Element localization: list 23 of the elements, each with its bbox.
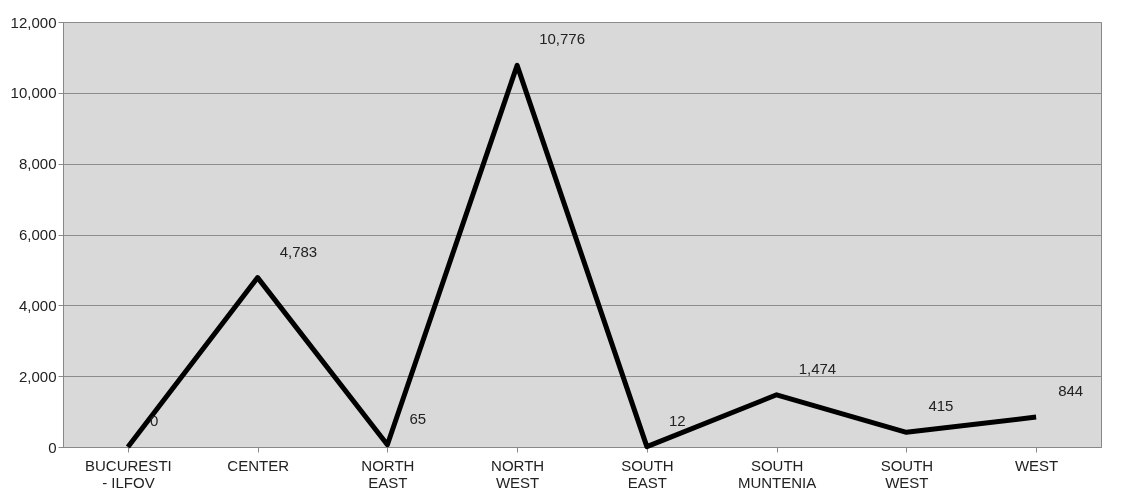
y-tick-label: 0 xyxy=(48,438,57,456)
y-tick-label: 6,000 xyxy=(18,226,57,243)
data-label: 65 xyxy=(409,409,427,427)
x-tick-label: BUCURESTI - ILFOV xyxy=(85,456,172,491)
x-tick-label: NORTH WEST xyxy=(491,456,545,491)
y-tick-label: 4,000 xyxy=(18,296,57,314)
data-label: 4,783 xyxy=(279,242,318,260)
data-label: 415 xyxy=(928,397,954,415)
x-tick-label: SOUTH MUNTENIA xyxy=(737,456,817,491)
data-label: 10,776 xyxy=(539,30,586,48)
x-tick-label: CENTER xyxy=(227,456,290,474)
data-label: 0 xyxy=(149,412,159,429)
data-label: 844 xyxy=(1058,382,1084,400)
y-tick-label: 2,000 xyxy=(18,367,57,385)
y-tick-label: 8,000 xyxy=(18,155,57,173)
x-tick-label: WEST xyxy=(1014,456,1059,474)
y-tick-label: 12,000 xyxy=(10,13,57,31)
data-label: 1,474 xyxy=(798,359,837,377)
x-tick-label: NORTH EAST xyxy=(361,456,415,491)
x-tick-label: SOUTH EAST xyxy=(621,456,674,491)
y-tick-label: 10,000 xyxy=(10,84,57,102)
data-label: 12 xyxy=(668,411,686,429)
x-tick-label: SOUTH WEST xyxy=(880,456,934,491)
